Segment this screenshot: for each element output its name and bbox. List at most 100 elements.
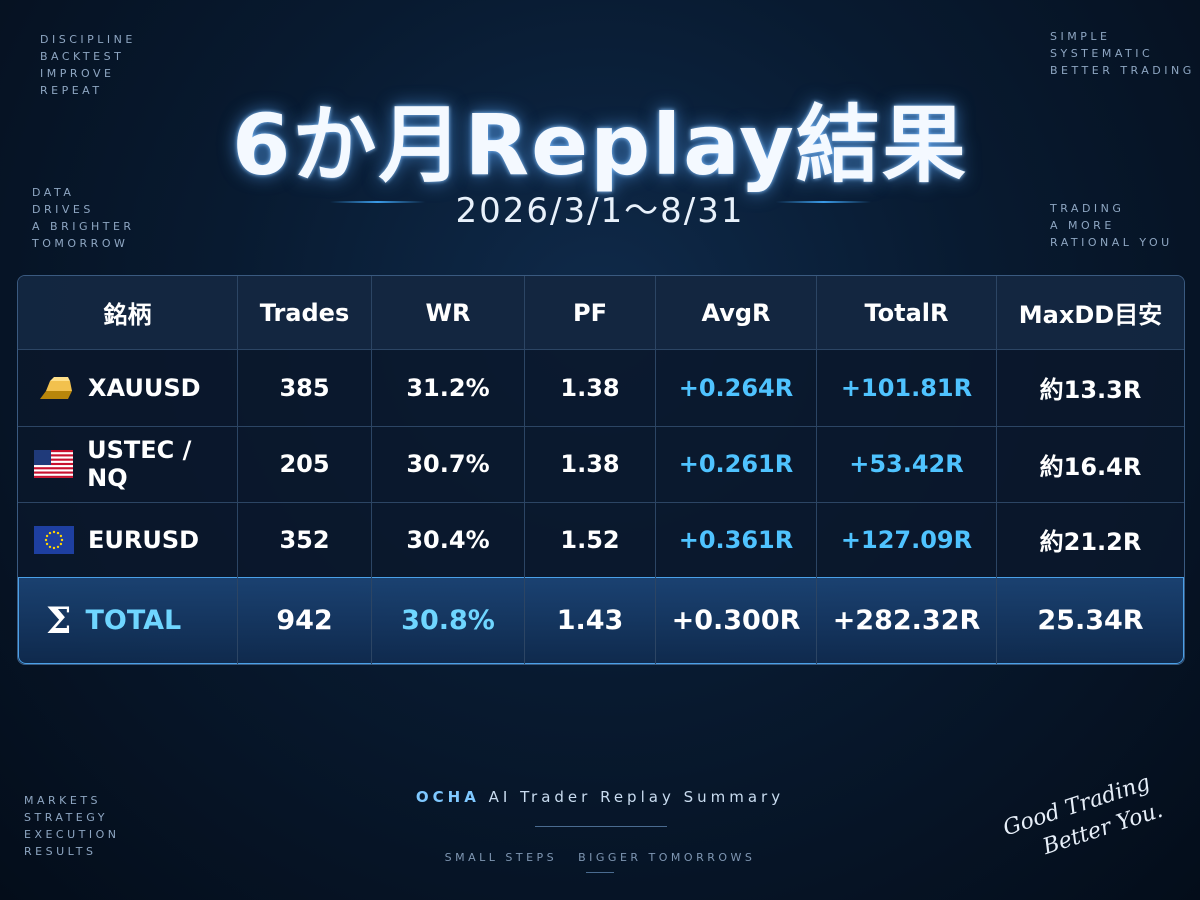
value: +0.261R [678,450,794,478]
header-cell: MaxDD目安 [1018,301,1163,329]
cell: +0.264R [656,349,817,426]
value: +101.81R [840,373,973,402]
header-cell: AvgR [656,276,817,349]
total-value: +0.300R [671,605,801,636]
header-cell: TotalR [817,276,997,349]
cell: 1.38 [525,349,656,426]
corner-line: REPEAT [40,84,103,97]
value: 1.52 [560,525,620,554]
symbol: XAUUSD [88,373,201,402]
value: +0.361R [678,525,794,554]
value: 1.38 [560,450,620,478]
total-value: 1.43 [556,605,624,636]
corner-line: DISCIPLINE [40,33,136,46]
cell: 30.7% [372,426,525,502]
cell: +127.09R [817,502,997,577]
corner-group: TRADING A MORE RATIONAL YOU [1050,200,1173,251]
corner-group: SIMPLE SYSTEMATIC BETTER TRADING [1050,28,1195,79]
corner-line: RATIONAL YOU [1050,236,1173,249]
value: 30.4% [406,525,490,554]
value: 385 [279,373,330,402]
corner-line: BETTER TRADING [1050,64,1195,77]
corner-line: MARKETS [24,794,102,807]
cell: 約16.4R [997,426,1184,502]
cell: +101.81R [817,349,997,426]
footer-title: OCHA AI Trader Replay Summary [0,788,1200,806]
value: 約21.2R [1039,528,1142,556]
total-value: 25.34R [1037,605,1144,636]
corner-line: STRATEGY [24,811,108,824]
corner-line: TOMORROW [32,237,129,250]
value: +53.42R [849,450,964,478]
value: 205 [279,450,330,478]
cell: 352 [238,502,372,577]
brand: OCHA [415,788,480,806]
footer-subtitle: AI Trader Replay Summary [488,788,785,806]
total-value: 942 [276,605,333,636]
cell: +282.32R [817,577,997,664]
title: 6か月Replay結果 [232,96,968,194]
value: +0.264R [678,373,794,402]
header-cell: 銘柄 [18,276,238,349]
corner-line: BACKTEST [40,50,125,63]
cell: 31.2% [372,349,525,426]
cell: 30.4% [372,502,525,577]
period: 2026/3/1～8/31 [455,191,745,231]
cell: Σ TOTAL [18,577,238,664]
cell: +0.361R [656,502,817,577]
cell: 942 [238,577,372,664]
corner-group: DATA DRIVES A BRIGHTER TOMORROW [32,184,135,252]
corner-line: IMPROVE [40,67,115,80]
cell: 1.38 [525,426,656,502]
symbol: USTEC / NQ [87,436,192,492]
corner-line: RESULTS [24,845,97,858]
value: 1.38 [560,373,620,402]
value: 31.2% [406,373,490,402]
value: 30.7% [406,450,490,478]
total-value: +282.32R [832,605,981,636]
cell: 25.34R [997,577,1184,664]
rule [776,201,871,203]
header-row: 銘柄 Trades WR PF AvgR TotalR MaxDD目安 [18,276,1184,350]
value: 約16.4R [1039,452,1142,481]
us-flag [34,450,74,478]
eu-flag [34,525,74,554]
corner-line: SIMPLE [1050,30,1111,43]
corner-line: DRIVES [32,203,94,216]
value: 352 [279,525,330,554]
total-value: TOTAL [85,605,182,636]
cell: +0.300R [656,577,817,664]
value: 約13.3R [1039,376,1142,404]
corner-line: A BRIGHTER [32,220,135,233]
corner-line: EXECUTION [24,828,120,841]
rule [535,826,667,827]
data-row: USTEC / NQ 205 30.7% 1.38 +0.261R +53.42R 約16.… [18,426,1184,503]
cell: +0.261R [656,426,817,502]
tagline: SMALL STEPS BIGGER TOMORROWS [444,851,756,864]
cell: USTEC / NQ [18,426,238,502]
corner-line: DATA [32,186,75,199]
data-row: EURUSD 352 30.4% 1.52 +0.361R +127.09R 約21.2R [18,502,1184,578]
symbol: EURUSD [88,525,200,554]
gold-icon [40,376,72,399]
cell: XAUUSD [18,349,238,426]
total-value: 30.8% [401,605,495,636]
rule [586,872,614,873]
corner-line: A MORE [1050,219,1115,232]
header-cell: Trades [238,276,372,349]
cell: 約13.3R [997,349,1184,426]
corner-line: SYSTEMATIC [1050,47,1154,60]
cell: 30.8% [372,577,525,664]
value: +127.09R [840,525,973,554]
results-table: 銘柄 Trades WR PF AvgR TotalR MaxDD目安 XAUUSD 385 31… [17,275,1185,665]
sigma: Σ [46,599,72,642]
cell: 1.43 [525,577,656,664]
cell: EURUSD [18,502,238,577]
corner-line: TRADING [1050,202,1125,215]
header-cell: WR [372,276,525,349]
cell: 約21.2R [997,502,1184,577]
cell: +53.42R [817,426,997,502]
corner-group: DISCIPLINE BACKTEST IMPROVE REPEAT [40,31,136,99]
total-row: Σ TOTAL 942 30.8% 1.43 +0.300R +282.32R 25.34R [18,577,1184,664]
